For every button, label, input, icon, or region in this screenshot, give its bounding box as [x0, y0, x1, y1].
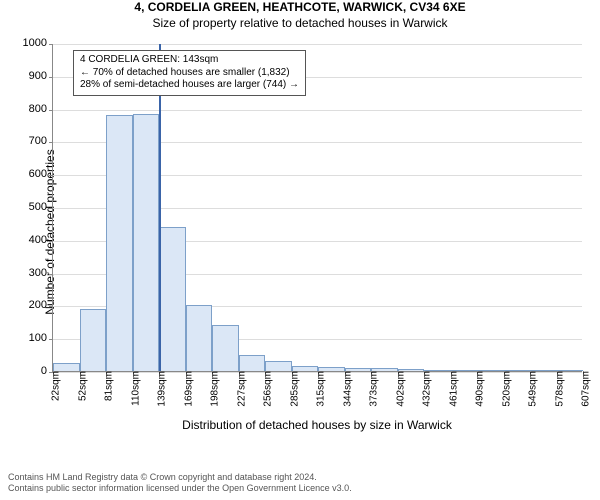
- annotation-line: 28% of semi-detached houses are larger (…: [80, 79, 299, 92]
- xtick-label: 169sqm: [177, 371, 194, 407]
- footer-line-2: Contains public sector information licen…: [8, 483, 592, 494]
- annotation-line: 4 CORDELIA GREEN: 143sqm: [80, 54, 299, 67]
- xtick-label: 52sqm: [71, 371, 88, 401]
- ytick-label: 900: [29, 70, 53, 82]
- annotation-line: ← 70% of detached houses are smaller (1,…: [80, 67, 299, 80]
- histogram-bar: [53, 363, 80, 371]
- xtick-label: 22sqm: [45, 371, 62, 401]
- chart-container: 4, CORDELIA GREEN, HEATHCOTE, WARWICK, C…: [0, 0, 600, 500]
- ytick-label: 400: [29, 234, 53, 246]
- histogram-bar: [133, 114, 160, 371]
- xtick-label: 578sqm: [548, 371, 565, 407]
- ytick-label: 100: [29, 332, 53, 344]
- xtick-label: 198sqm: [204, 371, 221, 407]
- ytick-label: 200: [29, 299, 53, 311]
- ytick-label: 800: [29, 103, 53, 115]
- histogram-bar: [186, 305, 213, 371]
- histogram-bar: [80, 309, 107, 371]
- histogram-bar: [159, 227, 186, 371]
- plot-outer: Number of detached properties 0100200300…: [52, 44, 582, 420]
- xtick-label: 607sqm: [575, 371, 592, 407]
- x-axis-label: Distribution of detached houses by size …: [52, 418, 582, 432]
- footer: Contains HM Land Registry data © Crown c…: [8, 472, 592, 495]
- histogram-bar: [239, 355, 266, 371]
- histogram-bar: [212, 325, 239, 371]
- ytick-label: 500: [29, 201, 53, 213]
- xtick-label: 81sqm: [98, 371, 115, 401]
- page-subtitle: Size of property relative to detached ho…: [0, 16, 600, 30]
- annotation-box: 4 CORDELIA GREEN: 143sqm← 70% of detache…: [73, 50, 306, 96]
- xtick-label: 549sqm: [522, 371, 539, 407]
- xtick-label: 227sqm: [230, 371, 247, 407]
- plot-area: 0100200300400500600700800900100022sqm52s…: [52, 44, 582, 372]
- xtick-label: 139sqm: [151, 371, 168, 407]
- xtick-label: 110sqm: [124, 371, 141, 406]
- xtick-label: 285sqm: [283, 371, 300, 407]
- grid-line: [53, 44, 582, 45]
- histogram-bar: [106, 115, 133, 371]
- histogram-bar: [265, 361, 292, 371]
- xtick-label: 373sqm: [363, 371, 380, 407]
- ytick-label: 300: [29, 267, 53, 279]
- page-title: 4, CORDELIA GREEN, HEATHCOTE, WARWICK, C…: [0, 0, 600, 14]
- xtick-label: 432sqm: [416, 371, 433, 407]
- xtick-label: 315sqm: [310, 371, 327, 407]
- ytick-label: 1000: [23, 37, 53, 49]
- ytick-label: 600: [29, 168, 53, 180]
- xtick-label: 256sqm: [257, 371, 274, 407]
- xtick-label: 402sqm: [389, 371, 406, 407]
- ytick-label: 700: [29, 135, 53, 147]
- footer-line-1: Contains HM Land Registry data © Crown c…: [8, 472, 592, 483]
- grid-line: [53, 110, 582, 111]
- xtick-label: 520sqm: [495, 371, 512, 407]
- xtick-label: 461sqm: [442, 371, 459, 407]
- xtick-label: 344sqm: [336, 371, 353, 407]
- xtick-label: 490sqm: [469, 371, 486, 407]
